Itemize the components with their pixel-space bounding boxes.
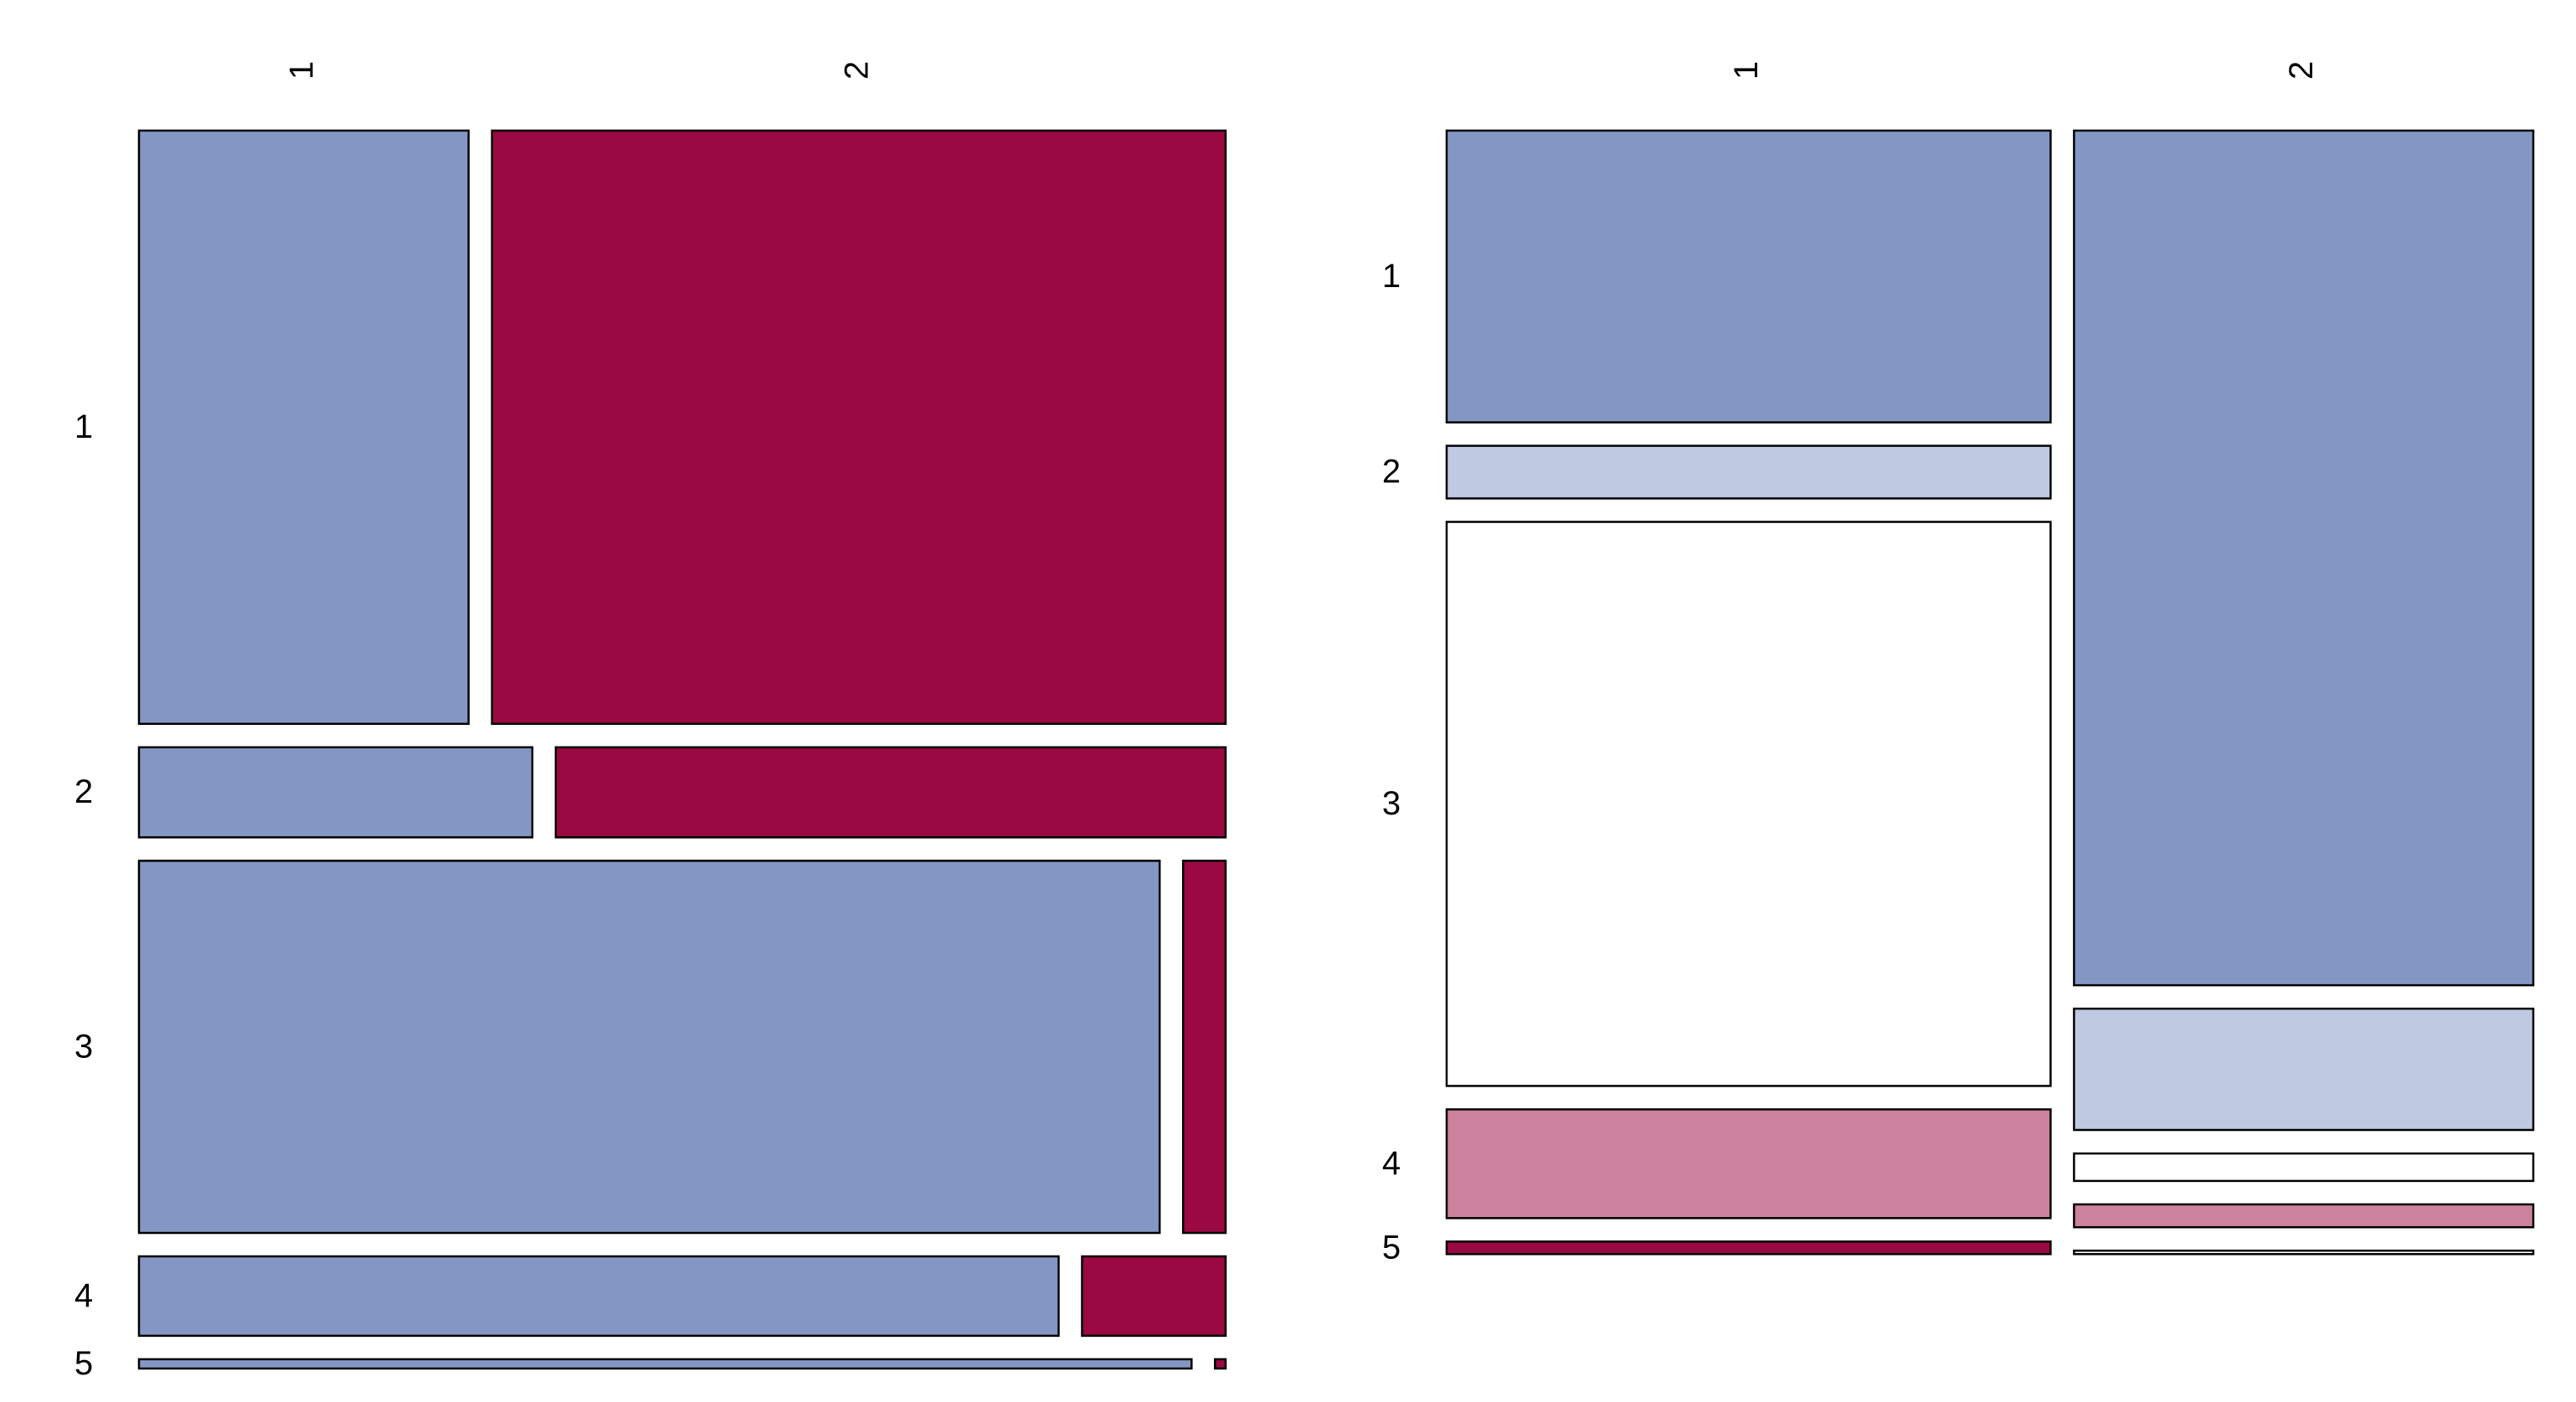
row-label-right-4: 4 xyxy=(1382,1145,1401,1182)
tile-left-r4-c2 xyxy=(1081,1255,1227,1338)
tile-right-c1-r1 xyxy=(1445,129,2052,424)
tile-right-c2-r5 xyxy=(2073,1249,2535,1256)
row-label-right-2: 2 xyxy=(1382,454,1401,490)
row-label-right-5: 5 xyxy=(1382,1229,1401,1266)
tile-right-c2-r3 xyxy=(2073,1152,2535,1183)
column-label-left-1: 1 xyxy=(283,61,320,80)
tile-left-r1-c1 xyxy=(137,129,470,726)
tile-left-r5-c1 xyxy=(137,1358,1193,1370)
row-label-left-3: 3 xyxy=(75,1028,93,1065)
tile-right-c1-r2 xyxy=(1445,444,2052,500)
column-label-right-1: 1 xyxy=(1728,61,1765,80)
tile-right-c1-r5 xyxy=(1445,1240,2052,1256)
column-label-left-2: 2 xyxy=(838,61,875,80)
mosaic-chart-left: 1 2 3 4 5 1 2 xyxy=(75,61,1227,1382)
tile-right-c1-r4 xyxy=(1445,1108,2052,1220)
tile-left-r2-c2 xyxy=(554,746,1227,839)
tile-left-r1-c2 xyxy=(491,129,1227,726)
mosaic-chart-right: 1 2 3 4 5 1 2 xyxy=(1382,61,2535,1266)
row-label-left-2: 2 xyxy=(75,773,93,810)
tile-left-r2-c1 xyxy=(137,746,534,839)
tile-left-r3-c1 xyxy=(137,860,1161,1235)
row-label-left-4: 4 xyxy=(75,1277,93,1314)
row-label-left-1: 1 xyxy=(75,408,93,445)
tile-right-c2-r2 xyxy=(2073,1007,2535,1132)
row-label-right-1: 1 xyxy=(1382,258,1401,295)
tile-left-r4-c1 xyxy=(137,1255,1060,1338)
row-label-left-5: 5 xyxy=(75,1345,93,1382)
tile-right-c1-r3 xyxy=(1445,521,2052,1087)
tile-left-r3-c2 xyxy=(1181,860,1227,1235)
tile-right-c2-r1 xyxy=(2073,129,2535,987)
tile-right-c2-r4 xyxy=(2073,1203,2535,1229)
tile-left-r5-c2 xyxy=(1214,1358,1227,1370)
column-label-right-2: 2 xyxy=(2283,61,2320,80)
row-label-right-3: 3 xyxy=(1382,785,1401,822)
